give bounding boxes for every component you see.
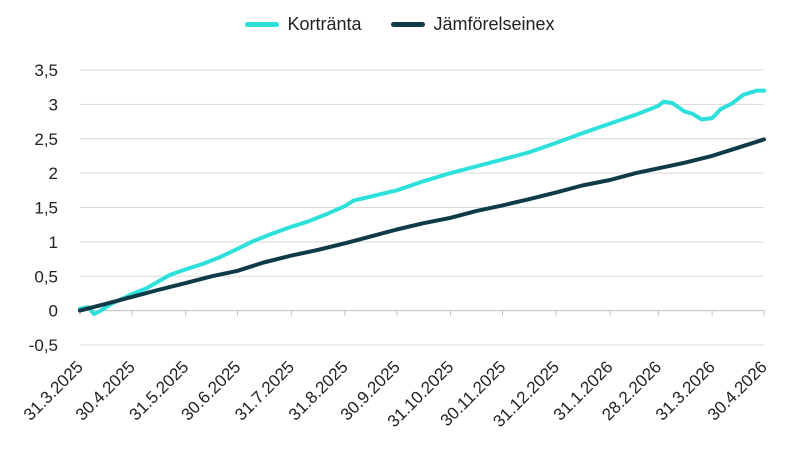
gridlines [79, 69, 765, 346]
y-tick-label: 2 [49, 164, 58, 183]
y-tick-label: 1 [49, 233, 58, 252]
y-tick-label: -0,5 [29, 336, 58, 355]
y-tick-label: 0,5 [34, 267, 58, 286]
y-axis-tick-labels: 3,5 3 2,5 2 1,5 1 0,5 0 -0,5 [29, 61, 58, 355]
legend-swatch-jamforelseindex [391, 22, 426, 27]
y-tick-label: 1,5 [34, 199, 58, 218]
legend-swatch-kortranta [245, 22, 280, 27]
legend: Korträntа Jämförelseinex [0, 14, 800, 35]
x-axis-tick-labels: 31.3.202530.4.202531.5.202530.6.202531.7… [20, 357, 771, 431]
series-lines [78, 88, 766, 317]
y-tick-label: 2,5 [34, 130, 58, 149]
legend-item-kortranta: Korträntа [245, 14, 361, 35]
legend-label-jamforelseindex: Jämförelseinex [433, 14, 555, 34]
y-tick-label: 3 [49, 95, 58, 114]
series-line-jamforelseindex [78, 137, 766, 313]
y-tick-label: 3,5 [34, 61, 58, 80]
y-tick-label: 0 [49, 302, 58, 321]
legend-item-jamforelseindex: Jämförelseinex [391, 14, 555, 35]
legend-label-kortranta: Korträntа [287, 14, 362, 34]
series-line-kortranta [78, 88, 766, 317]
